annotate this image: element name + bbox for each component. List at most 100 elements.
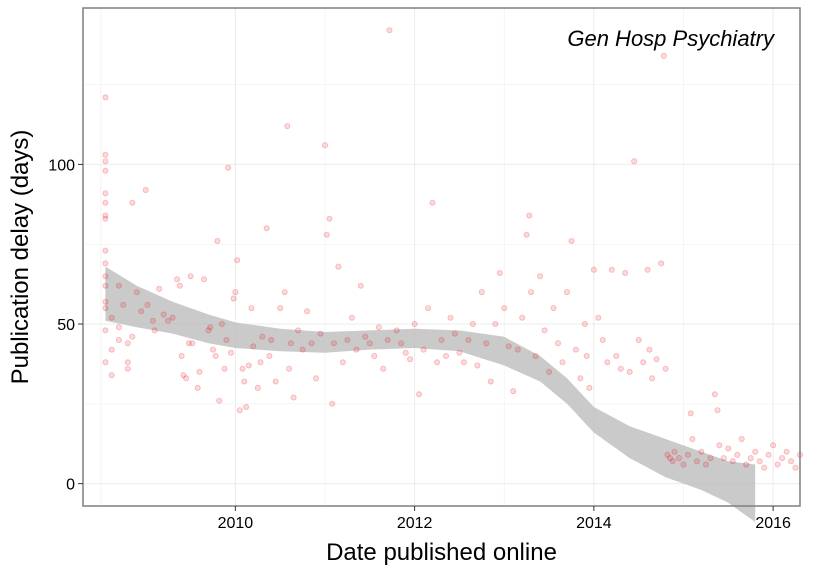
data-point bbox=[640, 359, 647, 366]
data-point bbox=[214, 237, 221, 244]
data-point bbox=[138, 308, 145, 315]
data-point bbox=[180, 372, 187, 379]
data-point bbox=[393, 327, 400, 334]
data-point bbox=[335, 263, 342, 270]
data-point bbox=[371, 352, 378, 359]
data-point bbox=[287, 340, 294, 347]
data-point bbox=[102, 298, 109, 305]
data-point bbox=[537, 273, 544, 280]
data-point bbox=[550, 305, 557, 312]
data-point bbox=[263, 225, 270, 232]
data-point bbox=[420, 346, 427, 353]
data-point bbox=[329, 400, 336, 407]
data-point bbox=[102, 327, 109, 334]
data-point bbox=[284, 123, 291, 130]
y-tick-label: 0 bbox=[66, 477, 75, 494]
data-point bbox=[492, 320, 499, 327]
data-point bbox=[102, 260, 109, 267]
axis-ticks: 2010 2012 2014 2016 0 50 100 bbox=[48, 157, 791, 532]
plot-frame bbox=[82, 7, 801, 507]
data-point bbox=[330, 340, 337, 347]
data-point bbox=[416, 391, 423, 398]
data-point bbox=[323, 231, 330, 238]
data-point bbox=[478, 289, 485, 296]
data-point bbox=[519, 314, 526, 321]
data-point bbox=[124, 365, 131, 372]
data-point bbox=[572, 346, 579, 353]
data-point bbox=[194, 384, 201, 391]
data-point bbox=[411, 320, 418, 327]
data-point bbox=[221, 365, 228, 372]
data-point bbox=[178, 352, 185, 359]
data-point bbox=[644, 266, 651, 273]
data-point bbox=[205, 327, 212, 334]
data-point bbox=[779, 455, 786, 462]
data-point bbox=[165, 317, 172, 324]
data-point bbox=[245, 362, 252, 369]
data-point bbox=[281, 289, 288, 296]
data-point bbox=[277, 305, 284, 312]
data-point bbox=[577, 375, 584, 382]
data-point bbox=[239, 365, 246, 372]
data-point bbox=[142, 186, 149, 193]
data-point bbox=[102, 282, 109, 289]
data-point bbox=[788, 458, 795, 465]
confidence-ribbon bbox=[105, 266, 756, 522]
data-point bbox=[496, 269, 503, 276]
data-point bbox=[546, 368, 553, 375]
data-point bbox=[604, 359, 611, 366]
data-point bbox=[599, 336, 606, 343]
data-point bbox=[102, 273, 109, 280]
data-point bbox=[676, 455, 683, 462]
data-point bbox=[108, 372, 115, 379]
data-point bbox=[151, 327, 158, 334]
data-point bbox=[108, 314, 115, 321]
data-point bbox=[765, 451, 772, 458]
data-point bbox=[102, 94, 109, 101]
data-point bbox=[564, 289, 571, 296]
data-point bbox=[353, 346, 360, 353]
data-point bbox=[234, 257, 241, 264]
data-point bbox=[236, 407, 243, 414]
data-point bbox=[185, 340, 192, 347]
data-point bbox=[317, 330, 324, 337]
data-point bbox=[693, 458, 700, 465]
data-point bbox=[541, 327, 548, 334]
data-point bbox=[115, 336, 122, 343]
data-point bbox=[176, 282, 183, 289]
data-point bbox=[266, 352, 273, 359]
data-point bbox=[115, 324, 122, 331]
data-point bbox=[649, 375, 656, 382]
data-point bbox=[232, 289, 239, 296]
data-point bbox=[218, 320, 225, 327]
data-point bbox=[613, 352, 620, 359]
data-point bbox=[225, 164, 232, 171]
data-point bbox=[734, 451, 741, 458]
data-point bbox=[312, 375, 319, 382]
data-point bbox=[286, 365, 293, 372]
data-point bbox=[357, 282, 364, 289]
data-point bbox=[366, 340, 373, 347]
data-point bbox=[212, 352, 219, 359]
data-point bbox=[129, 333, 136, 340]
data-point bbox=[326, 215, 333, 222]
data-point bbox=[144, 301, 151, 308]
data-point bbox=[792, 464, 799, 471]
data-point bbox=[667, 455, 674, 462]
data-point bbox=[783, 448, 790, 455]
data-point bbox=[707, 455, 714, 462]
data-point bbox=[532, 352, 539, 359]
data-point bbox=[528, 289, 535, 296]
data-point bbox=[108, 346, 115, 353]
data-point bbox=[669, 458, 676, 465]
y-tick-label: 100 bbox=[48, 157, 75, 174]
data-point bbox=[102, 215, 109, 222]
data-point bbox=[622, 269, 629, 276]
x-tick-label: 2010 bbox=[218, 515, 254, 532]
data-point bbox=[646, 346, 653, 353]
data-point bbox=[216, 397, 223, 404]
data-point bbox=[474, 362, 481, 369]
data-point bbox=[223, 336, 230, 343]
data-point bbox=[299, 346, 306, 353]
data-point bbox=[200, 276, 207, 283]
